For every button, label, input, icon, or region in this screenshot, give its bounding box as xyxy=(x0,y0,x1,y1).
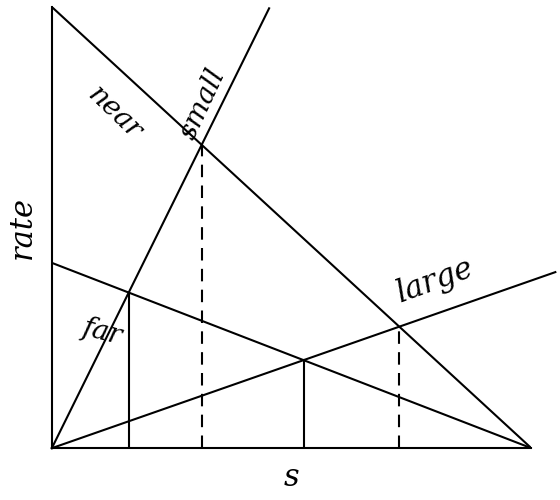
Text: far: far xyxy=(80,314,125,349)
Text: small: small xyxy=(175,64,231,144)
Text: large: large xyxy=(393,252,478,308)
X-axis label: s: s xyxy=(284,462,300,493)
Y-axis label: rate: rate xyxy=(7,196,38,259)
Text: near: near xyxy=(82,81,147,145)
